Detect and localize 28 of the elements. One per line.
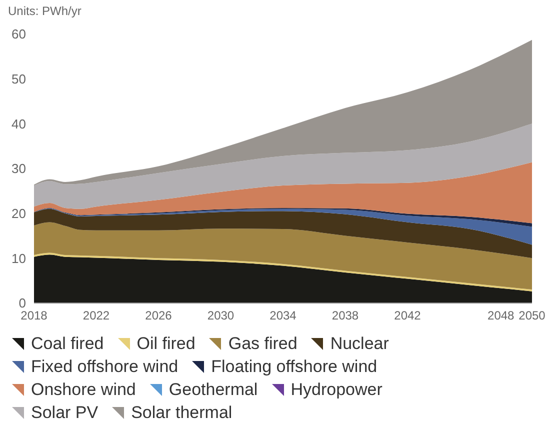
legend-label: Geothermal: [168, 379, 258, 400]
x-tick-label: 2030: [207, 308, 234, 323]
y-tick-label: 30: [12, 161, 26, 176]
legend-label: Fixed offshore wind: [31, 356, 178, 377]
legend-label: Nuclear: [330, 333, 389, 354]
legend-label: Oil fired: [136, 333, 196, 354]
legend-label: Coal fired: [31, 333, 104, 354]
x-tick-label: 2050: [518, 308, 546, 323]
y-tick-label: 50: [12, 71, 26, 86]
legend-label: Floating offshore wind: [211, 356, 378, 377]
y-tick-label: 40: [12, 116, 26, 132]
x-tick-label: 2026: [145, 308, 172, 323]
x-tick-label: 2022: [82, 308, 110, 323]
legend-label: Hydropower: [290, 379, 382, 400]
x-tick-label: 2018: [20, 308, 48, 323]
x-tick-label: 2042: [394, 308, 422, 323]
legend-label: Solar PV: [31, 402, 98, 423]
y-tick-label: 10: [12, 250, 26, 266]
x-tick-label: 2038: [332, 308, 359, 323]
legend-label: Solar thermal: [131, 402, 232, 423]
x-tick-label: 2048: [488, 308, 515, 323]
y-tick-label: 0: [18, 296, 26, 311]
legend-label: Gas fired: [228, 333, 298, 354]
x-tick-label: 2034: [270, 308, 297, 323]
y-axis-title: Units: PWh/yr: [8, 4, 82, 18]
y-tick-label: 60: [12, 26, 26, 42]
legend-label: Onshore wind: [31, 379, 136, 400]
y-tick-label: 20: [12, 206, 26, 221]
